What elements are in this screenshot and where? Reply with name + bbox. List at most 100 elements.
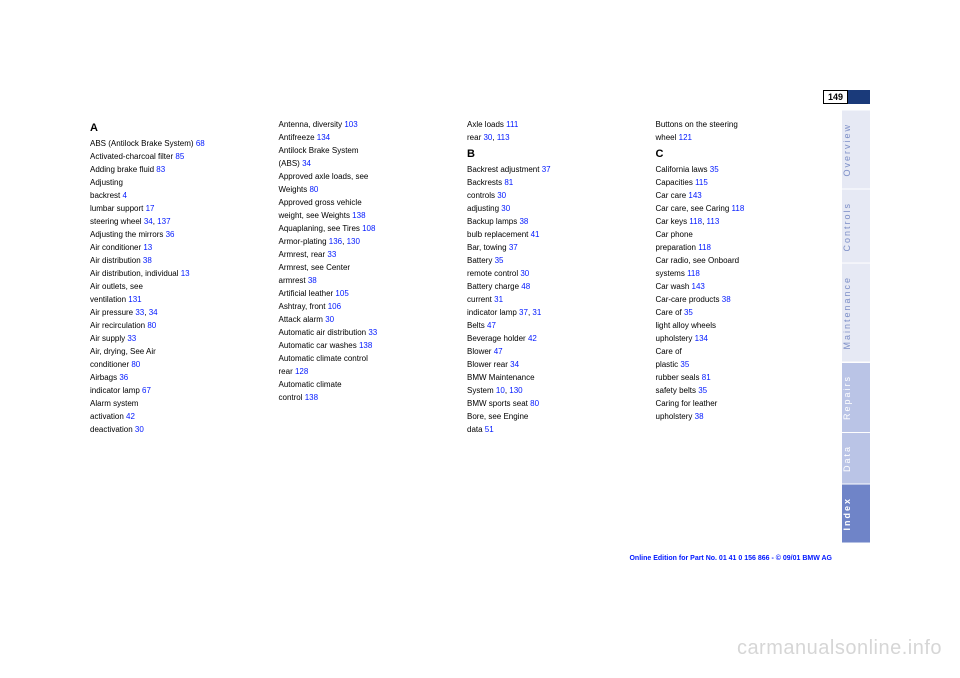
side-tab-repairs[interactable]: Repairs bbox=[842, 362, 870, 432]
index-page-ref[interactable]: 47 bbox=[487, 321, 496, 330]
index-page-ref[interactable]: 42 bbox=[528, 334, 537, 343]
index-page-ref[interactable]: 106 bbox=[328, 302, 341, 311]
index-page-ref[interactable]: 48 bbox=[521, 282, 530, 291]
index-entry: Capacities 115 bbox=[656, 176, 833, 189]
index-entry: indicator lamp 67 bbox=[90, 384, 267, 397]
index-page-ref[interactable]: 41 bbox=[531, 230, 540, 239]
index-page-ref[interactable]: 131 bbox=[128, 295, 141, 304]
index-page-ref[interactable]: 80 bbox=[131, 360, 140, 369]
index-page-ref[interactable]: 38 bbox=[722, 295, 731, 304]
index-page-ref[interactable]: 30 bbox=[520, 269, 529, 278]
index-page-ref[interactable]: 103 bbox=[344, 120, 357, 129]
side-tab-controls[interactable]: Controls bbox=[842, 189, 870, 264]
index-page-ref[interactable]: 13 bbox=[143, 243, 152, 252]
index-entry: Car care, see Caring 118 bbox=[656, 202, 833, 215]
index-page-ref[interactable]: 115 bbox=[695, 178, 708, 187]
page-number-bar: 149 bbox=[823, 90, 870, 104]
index-page-ref[interactable]: 42 bbox=[126, 412, 135, 421]
index-page-ref[interactable]: 121 bbox=[679, 133, 692, 142]
side-tab-maintenance[interactable]: Maintenance bbox=[842, 263, 870, 362]
index-page-ref[interactable]: 105 bbox=[335, 289, 348, 298]
index-page-ref[interactable]: 108 bbox=[362, 224, 375, 233]
index-page-ref[interactable]: 47 bbox=[494, 347, 503, 356]
index-entry: BMW sports seat 80 bbox=[467, 397, 644, 410]
index-page-ref[interactable]: 130 bbox=[347, 237, 360, 246]
index-entry: Belts 47 bbox=[467, 319, 644, 332]
index-page-ref[interactable]: 35 bbox=[495, 256, 504, 265]
index-page-ref[interactable]: 4 bbox=[122, 191, 126, 200]
index-page-ref[interactable]: 80 bbox=[309, 185, 318, 194]
index-page-ref[interactable]: 138 bbox=[359, 341, 372, 350]
index-page-ref[interactable]: 33 bbox=[368, 328, 377, 337]
index-page-ref[interactable]: 83 bbox=[156, 165, 165, 174]
index-page-ref[interactable]: 111 bbox=[506, 120, 518, 129]
index-page-ref[interactable]: 30 bbox=[483, 133, 492, 142]
index-page-ref[interactable]: 33 bbox=[327, 250, 336, 259]
index-page-ref[interactable]: 136 bbox=[329, 237, 342, 246]
index-page-ref[interactable]: 34 bbox=[149, 308, 158, 317]
index-page-ref[interactable]: 35 bbox=[698, 386, 707, 395]
index-page-ref[interactable]: 68 bbox=[196, 139, 205, 148]
index-page-ref[interactable]: 31 bbox=[494, 295, 503, 304]
index-page-ref[interactable]: 34 bbox=[510, 360, 519, 369]
index-page-ref[interactable]: 35 bbox=[680, 360, 689, 369]
index-page-ref[interactable]: 137 bbox=[157, 217, 170, 226]
index-page-ref[interactable]: 13 bbox=[181, 269, 190, 278]
index-page-ref[interactable]: 38 bbox=[695, 412, 704, 421]
index-page-ref[interactable]: 37 bbox=[509, 243, 518, 252]
index-page-ref[interactable]: 38 bbox=[143, 256, 152, 265]
index-page-ref[interactable]: 38 bbox=[519, 217, 528, 226]
index-entry: plastic 35 bbox=[656, 358, 833, 371]
index-page-ref[interactable]: 38 bbox=[308, 276, 317, 285]
index-page-ref[interactable]: 143 bbox=[688, 191, 701, 200]
index-page-ref[interactable]: 33 bbox=[135, 308, 144, 317]
index-page-ref[interactable]: 128 bbox=[295, 367, 308, 376]
index-entry: weight, see Weights 138 bbox=[279, 209, 456, 222]
index-page-ref[interactable]: 143 bbox=[692, 282, 705, 291]
index-entry: Artificial leather 105 bbox=[279, 287, 456, 300]
index-page-ref[interactable]: 30 bbox=[497, 191, 506, 200]
index-page-ref[interactable]: 35 bbox=[684, 308, 693, 317]
side-tab-overview[interactable]: Overview bbox=[842, 110, 870, 189]
index-page-ref[interactable]: 33 bbox=[127, 334, 136, 343]
index-entry: wheel 121 bbox=[656, 131, 833, 144]
index-page-ref[interactable]: 17 bbox=[146, 204, 155, 213]
index-entry: armrest 38 bbox=[279, 274, 456, 287]
index-page-ref[interactable]: 130 bbox=[509, 386, 522, 395]
index-page-ref[interactable]: 85 bbox=[175, 152, 184, 161]
side-tab-index[interactable]: Index bbox=[842, 484, 870, 543]
index-page-ref[interactable]: 80 bbox=[147, 321, 156, 330]
index-page-ref[interactable]: 118 bbox=[732, 204, 745, 213]
watermark: carmanualsonline.info bbox=[737, 637, 942, 660]
index-page-ref[interactable]: 30 bbox=[135, 425, 144, 434]
index-letter-heading: A bbox=[90, 122, 267, 135]
index-page-ref[interactable]: 80 bbox=[530, 399, 539, 408]
index-page-ref[interactable]: 67 bbox=[142, 386, 151, 395]
index-page-ref[interactable]: 118 bbox=[689, 217, 702, 226]
index-page-ref[interactable]: 134 bbox=[317, 133, 330, 142]
index-page-ref[interactable]: 113 bbox=[707, 217, 720, 226]
index-page-ref[interactable]: 37 bbox=[519, 308, 528, 317]
side-tab-data[interactable]: Data bbox=[842, 432, 870, 484]
index-page-ref[interactable]: 81 bbox=[702, 373, 711, 382]
index-page-ref[interactable]: 118 bbox=[687, 269, 700, 278]
index-page-ref[interactable]: 138 bbox=[305, 393, 318, 402]
index-page-ref[interactable]: 118 bbox=[698, 243, 711, 252]
index-entry: controls 30 bbox=[467, 189, 644, 202]
index-page-ref[interactable]: 36 bbox=[166, 230, 175, 239]
index-page-ref[interactable]: 36 bbox=[119, 373, 128, 382]
index-page-ref[interactable]: 34 bbox=[302, 159, 311, 168]
index-page-ref[interactable]: 51 bbox=[485, 425, 494, 434]
index-page-ref[interactable]: 10 bbox=[496, 386, 505, 395]
index-page-ref[interactable]: 134 bbox=[695, 334, 708, 343]
index-page-ref[interactable]: 34 bbox=[144, 217, 153, 226]
index-page-ref[interactable]: 30 bbox=[501, 204, 510, 213]
index-page-ref[interactable]: 30 bbox=[325, 315, 334, 324]
index-page-ref[interactable]: 138 bbox=[352, 211, 365, 220]
index-page-ref[interactable]: 31 bbox=[532, 308, 541, 317]
index-page-ref[interactable]: 81 bbox=[504, 178, 513, 187]
index-entry: Adjusting the mirrors 36 bbox=[90, 228, 267, 241]
index-page-ref[interactable]: 113 bbox=[497, 133, 510, 142]
index-page-ref[interactable]: 35 bbox=[710, 165, 719, 174]
index-page-ref[interactable]: 37 bbox=[542, 165, 551, 174]
